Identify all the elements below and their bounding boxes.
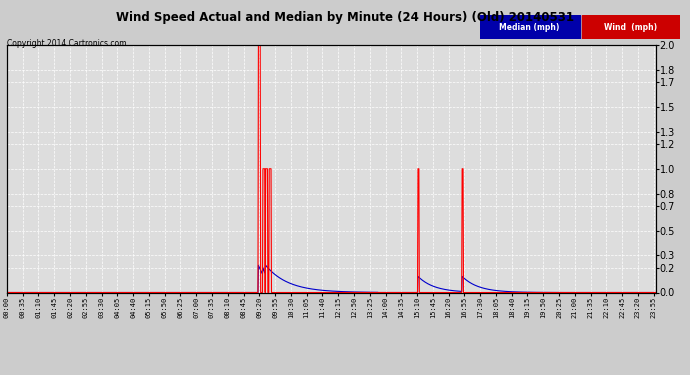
Text: Copyright 2014 Cartronics.com: Copyright 2014 Cartronics.com: [7, 39, 126, 48]
Text: Median (mph): Median (mph): [500, 22, 560, 32]
Text: Wind Speed Actual and Median by Minute (24 Hours) (Old) 20140531: Wind Speed Actual and Median by Minute (…: [116, 11, 574, 24]
Text: Wind  (mph): Wind (mph): [604, 22, 657, 32]
Bar: [582, 15, 680, 39]
Bar: [480, 15, 580, 39]
